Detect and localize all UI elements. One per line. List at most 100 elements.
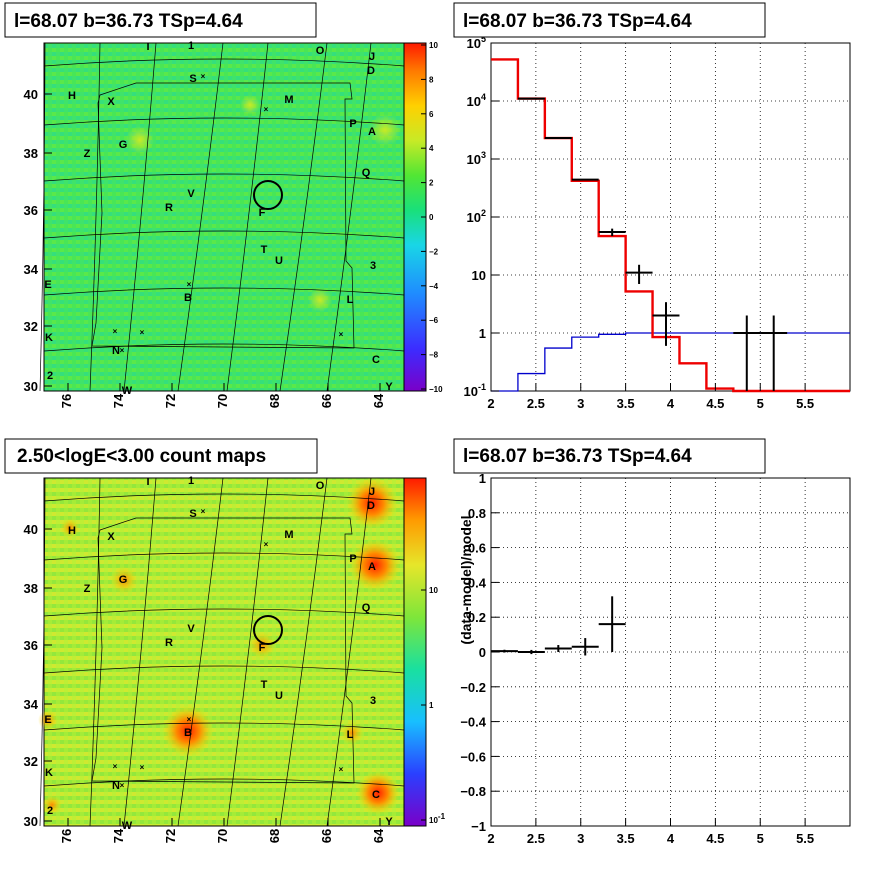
colorbar-tick-label: 6 — [429, 110, 434, 119]
map-ytick-label: 32 — [24, 319, 38, 334]
map-ytick-label: 40 — [24, 87, 38, 102]
ytick-label: 0 — [479, 645, 486, 660]
meridian-line — [39, 477, 46, 827]
ytick-label: 103 — [467, 150, 486, 167]
source-label: K — [45, 332, 53, 344]
parallel-line — [43, 173, 405, 182]
parallel-line — [43, 493, 405, 502]
source-label: R — [165, 637, 173, 649]
meridian-line — [89, 42, 101, 392]
count-colorbar — [403, 477, 427, 827]
map-ytick-label: 38 — [24, 581, 38, 596]
parallel-line — [43, 552, 405, 561]
xtick-label: 5 — [757, 831, 764, 846]
meridian-line — [326, 42, 372, 392]
map-ytick-label: 40 — [24, 522, 38, 537]
ytick-label: 0.2 — [468, 610, 486, 625]
map-ytick-label: 38 — [24, 146, 38, 161]
source-label: J — [369, 51, 375, 63]
meridian-line — [39, 42, 46, 392]
colorbar-tick-label: 10 — [429, 41, 438, 50]
residual-map-frame — [43, 42, 405, 392]
data-point — [652, 302, 680, 346]
colorbar-tick-label: −6 — [429, 316, 439, 325]
panel-residual-map: × × × × × × × I 1 O JD S H X M PA G Z Q V R F TU 3 E B L K N C 2 W Y 10… — [24, 40, 444, 408]
source-label: F — [259, 642, 266, 654]
parallel-line — [43, 722, 405, 731]
map-ytick-label: 34 — [24, 262, 39, 277]
source-label: X — [107, 531, 115, 543]
parallel-line — [43, 117, 405, 126]
data-point — [598, 228, 626, 237]
map-xtick-label: 72 — [163, 394, 178, 408]
source-label: C — [372, 354, 380, 366]
data-point — [571, 638, 599, 656]
ytick-label: −0.4 — [460, 715, 486, 730]
ratio-plot — [491, 596, 626, 656]
catalog-marker: × — [140, 763, 145, 772]
catalog-marker: × — [339, 765, 344, 774]
source-label: Y — [385, 381, 393, 393]
ratio-frame — [490, 477, 851, 827]
source-label: V — [187, 623, 195, 635]
xtick-label: 5.5 — [796, 396, 814, 411]
xtick-label: 5 — [757, 396, 764, 411]
ytick-label: −1 — [471, 819, 486, 834]
catalog-marker: × — [140, 328, 145, 337]
source-label: P — [349, 118, 356, 130]
map-ytick-label: 36 — [24, 203, 38, 218]
source-label: W — [122, 385, 133, 397]
count-map-frame — [43, 477, 405, 827]
meridian-line — [123, 477, 157, 827]
ytick-label: 102 — [467, 208, 486, 225]
map-xtick-label: 70 — [215, 394, 230, 408]
residual-colorbar-ticks: 10 8 6 4 2 0 −2 −4 −6 −8 −10 — [421, 41, 443, 394]
map-xtick-label: 68 — [267, 829, 282, 843]
colorbar-tick-label: 10-1 — [429, 812, 446, 825]
xtick-label: 4 — [667, 831, 675, 846]
ytick-label: 0.6 — [468, 541, 486, 556]
ytick-label: 0.4 — [468, 575, 487, 590]
xtick-label: 3.5 — [617, 396, 635, 411]
residual-map-coord-grid: × × × × × × × — [39, 42, 405, 392]
source-label: H — [68, 525, 76, 537]
roi-circle-count — [253, 615, 283, 645]
source-label: N — [112, 780, 120, 792]
source-label: Q — [362, 602, 371, 614]
source-label: G — [119, 574, 128, 586]
source-label: V — [187, 188, 195, 200]
source-label: N — [112, 345, 120, 357]
map-ytick-label: 36 — [24, 638, 38, 653]
ytick-label: −0.8 — [460, 784, 486, 799]
source-label: Q — [362, 167, 371, 179]
catalog-marker: × — [120, 346, 125, 355]
source-label: D — [367, 500, 375, 512]
meridian-line — [177, 42, 224, 392]
ytick-label: 1 — [479, 326, 486, 341]
xtick-label: 3.5 — [617, 831, 635, 846]
map-ytick-label: 30 — [24, 379, 38, 394]
spectrum-plot — [491, 58, 850, 393]
source-label: B — [184, 292, 192, 304]
source-label: O — [316, 45, 325, 57]
title-br: l=68.07 b=36.73 TSp=4.64 — [463, 446, 692, 467]
source-label: 1 — [188, 40, 194, 52]
source-label: U — [275, 255, 283, 267]
ytick-label: 10 — [472, 268, 486, 283]
parallel-line — [43, 230, 405, 239]
map-xtick-label: 70 — [215, 829, 230, 843]
parallel-line — [43, 58, 405, 67]
catalog-marker: × — [120, 781, 125, 790]
map-xtick-label: 74 — [111, 828, 126, 843]
parallel-line — [43, 608, 405, 617]
colorbar-tick-label: −8 — [429, 351, 439, 360]
source-label: L — [347, 729, 354, 741]
map-xtick-label: 68 — [267, 394, 282, 408]
source-label: 2 — [47, 370, 53, 382]
source-label: E — [44, 714, 51, 726]
data-point — [544, 645, 572, 652]
count-map-source-labels: I 1 O JD S H X M PA G Z Q V R F TU 3 E B L K N C 2 W Y — [44, 475, 393, 832]
map-xtick-label: 64 — [371, 393, 386, 408]
source-label: T — [261, 679, 268, 691]
title-tl: l=68.07 b=36.73 TSp=4.64 — [14, 11, 243, 32]
